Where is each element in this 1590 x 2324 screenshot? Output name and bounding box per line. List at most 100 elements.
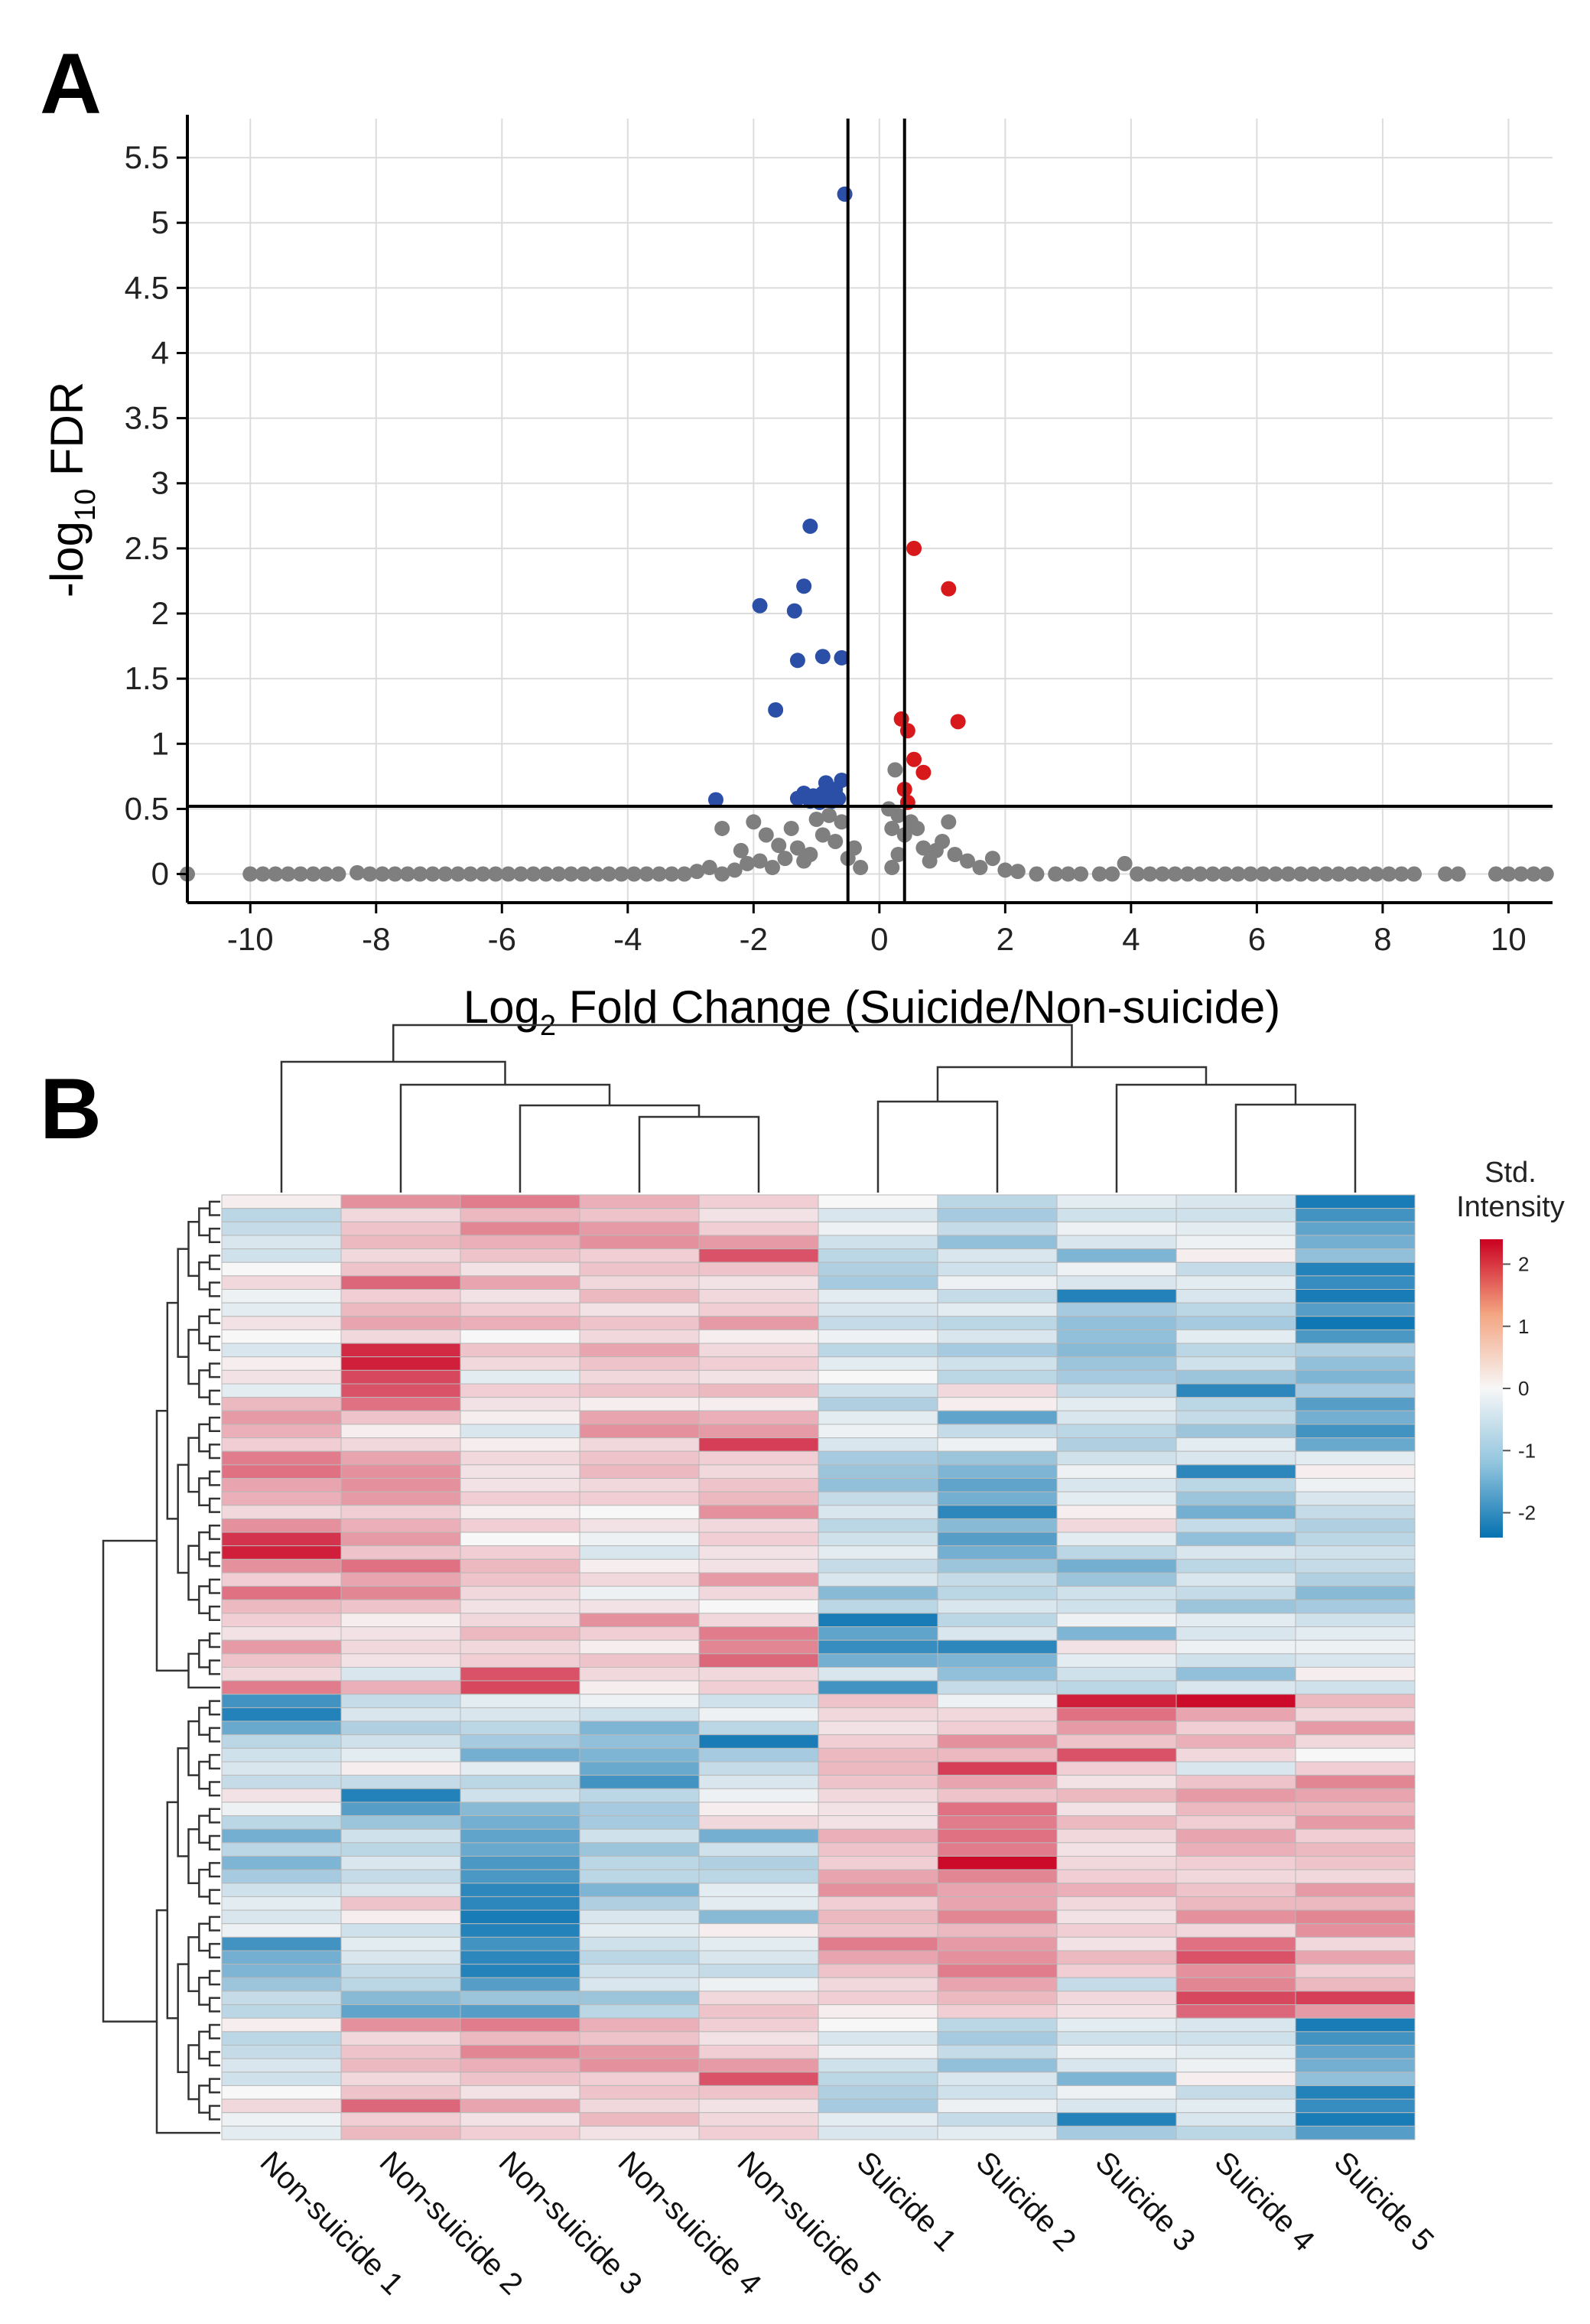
- heatmap-cell-r47-c3: [579, 1828, 700, 1844]
- heatmap-cell-r32-c5: [818, 1626, 938, 1641]
- heatmap-cell-r14-c8: [1175, 1383, 1296, 1398]
- heatmap-cell-r39-c1: [340, 1720, 461, 1736]
- heatmap-cell-r11-c5: [818, 1343, 938, 1358]
- heatmap-cell-r37-c4: [698, 1694, 819, 1708]
- point-not-significant-72: [960, 853, 975, 869]
- heatmap-cell-r29-c9: [1295, 1586, 1416, 1600]
- point-not-significant-81: [1029, 866, 1045, 882]
- heatmap-cell-r28-c8: [1175, 1572, 1296, 1587]
- heatmap-cell-r39-c8: [1175, 1720, 1296, 1736]
- heatmap-cell-r38-c0: [221, 1707, 342, 1722]
- heatmap-cell-r30-c8: [1175, 1599, 1296, 1614]
- point-not-significant-17: [450, 866, 466, 882]
- heatmap-cell-r19-c8: [1175, 1450, 1296, 1466]
- heatmap-cell-r44-c6: [937, 1788, 1058, 1803]
- heatmap-cell-r64-c7: [1056, 2058, 1177, 2073]
- heatmap-cell-r66-c1: [340, 2085, 461, 2100]
- heatmap-cell-r52-c0: [221, 1896, 342, 1911]
- point-down-3: [752, 597, 768, 614]
- heatmap-cell-r16-c6: [937, 1410, 1058, 1425]
- heatmap-cell-r64-c1: [340, 2058, 461, 2073]
- heatmap-cell-r54-c7: [1056, 1923, 1177, 1938]
- heatmap-cell-r47-c4: [698, 1828, 819, 1844]
- heatmap-cell-r18-c2: [460, 1437, 580, 1452]
- heatmap-cell-r45-c1: [340, 1802, 461, 1817]
- point-not-significant-22: [512, 866, 528, 882]
- row-dendro-bottom-l0-n28: [208, 2078, 220, 2094]
- heatmap-cell-r38-c1: [340, 1707, 461, 1722]
- heatmap-cell-r35-c5: [818, 1667, 938, 1681]
- heatmap-cell-r40-c5: [818, 1734, 938, 1749]
- heatmap-cell-r32-c1: [340, 1626, 461, 1641]
- heatmap-cell-r22-c8: [1175, 1491, 1296, 1506]
- heatmap-cell-r66-c8: [1175, 2085, 1296, 2100]
- heatmap-cell-r30-c2: [460, 1599, 580, 1614]
- heatmap-cell-r57-c1: [340, 1964, 461, 1978]
- heatmap-cell-r13-c7: [1056, 1369, 1177, 1385]
- heatmap-cell-r12-c3: [579, 1356, 700, 1371]
- heatmap-cell-r63-c1: [340, 2045, 461, 2059]
- y-label-main: -log: [41, 521, 93, 597]
- heatmap-cell-r58-c6: [937, 1977, 1058, 1992]
- heatmap-cell-r29-c4: [698, 1586, 819, 1600]
- heatmap-cell-r53-c6: [937, 1909, 1058, 1925]
- row-dendro-top-l0-n32: [208, 1632, 220, 1649]
- heatmap-cell-r21-c5: [818, 1478, 938, 1492]
- heatmap-cell-r22-c5: [818, 1491, 938, 1506]
- row-dendro-bottom-l1-n6: [198, 1868, 210, 1898]
- heatmap-cell-r15-c9: [1295, 1397, 1416, 1411]
- heatmap-cell-r22-c9: [1295, 1491, 1416, 1506]
- heatmap-cell-r34-c7: [1056, 1653, 1177, 1668]
- heatmap-cell-r7-c9: [1295, 1289, 1416, 1304]
- heatmap-cells: [221, 1194, 1416, 2140]
- heatmap-cell-r19-c4: [698, 1450, 819, 1466]
- heatmap-cell-r24-c2: [460, 1518, 580, 1533]
- heatmap-cell-r16-c1: [340, 1410, 461, 1425]
- row-dendro-top-l4-n0: [166, 1301, 178, 1520]
- heatmap-cell-r63-c8: [1175, 2045, 1296, 2059]
- point-not-significant-43: [777, 851, 793, 867]
- heatmap-cell-r66-c4: [698, 2085, 819, 2100]
- row-dendro-top-l1-n6: [198, 1369, 210, 1398]
- row-dendrogram: [102, 1200, 220, 2134]
- heatmap-cell-r39-c2: [460, 1720, 580, 1736]
- heatmap-cell-r12-c6: [937, 1356, 1058, 1371]
- point-not-significant-82: [1048, 866, 1064, 882]
- heatmap-cell-r8-c5: [818, 1302, 938, 1317]
- heatmap-cell-r4-c2: [460, 1248, 580, 1263]
- heatmap-cell-r46-c9: [1295, 1815, 1416, 1830]
- x-tick-label-8: 6: [1248, 921, 1266, 957]
- point-up-0: [906, 540, 922, 556]
- heatmap-cell-r57-c3: [579, 1964, 700, 1978]
- row-dendro-top-l2-n2: [187, 1329, 200, 1385]
- heatmap-cell-r32-c7: [1056, 1626, 1177, 1641]
- heatmap-cell-r13-c9: [1295, 1369, 1416, 1385]
- heatmap-cell-r11-c7: [1056, 1343, 1177, 1358]
- heatmap-cell-r54-c3: [579, 1923, 700, 1938]
- heatmap-cell-r62-c6: [937, 2031, 1058, 2046]
- heatmap-cell-r28-c9: [1295, 1572, 1416, 1587]
- heatmap-cell-r68-c9: [1295, 2112, 1416, 2127]
- point-not-significant-44: [789, 840, 805, 856]
- point-up-6: [915, 764, 932, 780]
- heatmap-cell-r60-c8: [1175, 2004, 1296, 2019]
- x-tick-label-3: -4: [613, 921, 642, 957]
- row-dendro-bottom-l0-n24: [208, 2023, 220, 2039]
- heatmap-cell-r48-c6: [937, 1842, 1058, 1857]
- x-tick-label-7: 4: [1122, 921, 1140, 957]
- heatmap-cell-r2-c8: [1175, 1221, 1296, 1236]
- heatmap-cell-r59-c0: [221, 1990, 342, 2006]
- heatmap-cell-r48-c4: [698, 1842, 819, 1857]
- point-not-significant-116: [1526, 866, 1542, 882]
- heatmap-cell-r61-c3: [579, 2017, 700, 2033]
- heatmap-color-legend: Std. Intensity 2 1 0 -1 -2: [1456, 1157, 1565, 1538]
- point-down-7: [789, 653, 805, 669]
- heatmap-cell-r35-c8: [1175, 1667, 1296, 1681]
- heatmap-cell-r43-c4: [698, 1775, 819, 1789]
- heatmap-cell-r21-c3: [579, 1478, 700, 1492]
- heatmap-cell-r64-c4: [698, 2058, 819, 2073]
- point-not-significant-113: [1488, 866, 1504, 882]
- heatmap-cell-r56-c6: [937, 1950, 1058, 1965]
- point-not-significant-15: [424, 866, 441, 882]
